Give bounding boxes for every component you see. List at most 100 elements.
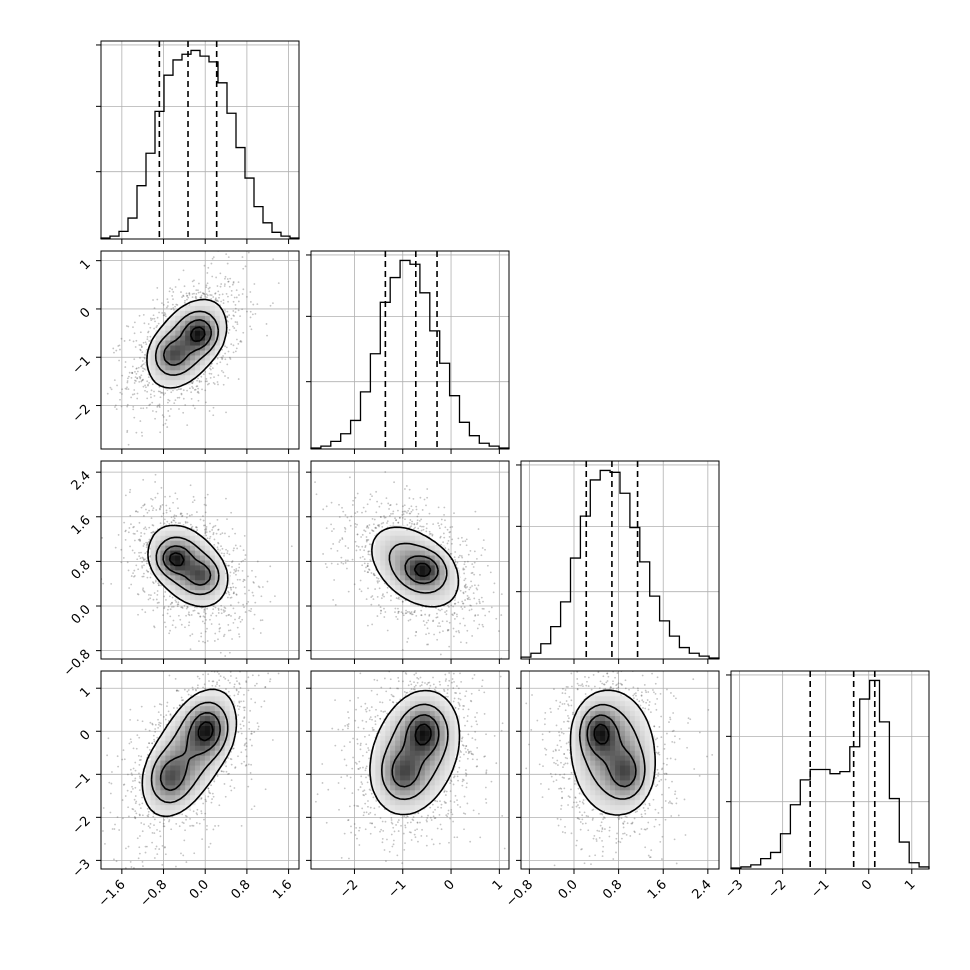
scatter-point (261, 586, 264, 588)
scatter-point (368, 569, 371, 571)
scatter-point (474, 614, 477, 617)
scatter-point (372, 572, 375, 575)
scatter-point (425, 504, 427, 507)
scatter-point (375, 576, 378, 579)
scatter-point (143, 504, 146, 506)
density-cell (414, 545, 421, 551)
scatter-point (147, 384, 149, 387)
density-cell (160, 545, 166, 551)
pair-panel-y2-x1 (306, 460, 510, 664)
contour-level-2 (388, 542, 448, 594)
scatter-point (450, 604, 453, 607)
scatter-point (235, 573, 237, 576)
scatter-point (176, 304, 179, 306)
scatter-point (195, 511, 198, 513)
scatter-point (209, 367, 211, 370)
scatter-point (367, 526, 370, 529)
density-cell (405, 574, 411, 581)
density-cell (219, 340, 226, 346)
scatter-point (171, 605, 173, 608)
scatter-point (426, 643, 428, 646)
scatter-point (240, 560, 243, 563)
scatter-point (140, 532, 143, 534)
scatter-point (206, 627, 208, 630)
scatter-point (169, 510, 172, 512)
scatter-point (133, 332, 136, 335)
scatter-point (200, 296, 203, 299)
scatter-point (344, 559, 347, 562)
scatter-point (116, 384, 118, 387)
density-cell (204, 540, 211, 546)
scatter-point (370, 596, 373, 599)
scatter-point (365, 566, 367, 569)
density-cell (390, 584, 396, 591)
scatter-point (240, 732, 243, 735)
scatter-point (131, 393, 134, 396)
scatter-point (117, 534, 120, 536)
scatter-point (448, 605, 450, 608)
scatter-point (382, 521, 385, 524)
scatter-point (341, 537, 344, 539)
scatter-point (208, 286, 211, 289)
density-cell (155, 535, 161, 541)
scatter-point (470, 608, 473, 611)
scatter-point (179, 512, 182, 515)
scatter-point (141, 560, 144, 563)
scatter-point (143, 823, 145, 826)
scatter-point (208, 290, 211, 293)
scatter-point (170, 308, 173, 310)
scatter-point (409, 612, 412, 615)
scatter-point (252, 303, 255, 306)
scatter-point (221, 357, 224, 360)
panel-content (311, 461, 509, 659)
scatter-point (158, 584, 160, 587)
scatter-point (221, 547, 224, 550)
scatter-point (140, 364, 143, 367)
scatter-point (242, 578, 245, 581)
density-cell (190, 584, 196, 591)
scatter-point (326, 566, 328, 569)
scatter-point (239, 686, 242, 689)
scatter-point (151, 841, 154, 844)
scatter-point (463, 563, 466, 566)
scatter-point (142, 572, 145, 575)
scatter-point (495, 617, 498, 620)
scatter-point (200, 635, 203, 638)
density-cell (424, 540, 431, 546)
scatter-point (162, 392, 165, 394)
scatter-point (182, 295, 185, 298)
scatter-point (147, 570, 150, 573)
scatter-point (224, 655, 227, 657)
scatter-point (154, 481, 157, 483)
scatter-point (363, 558, 366, 561)
density-cell (185, 340, 191, 346)
scatter-point (364, 546, 367, 549)
scatter-point (123, 340, 126, 342)
scatter-point (135, 510, 138, 513)
scatter-point (205, 377, 208, 380)
scatter-point (467, 553, 470, 556)
density-cell (434, 545, 441, 551)
scatter-point (465, 641, 468, 644)
density-cell (414, 555, 421, 561)
scatter-point (126, 386, 128, 389)
contour-level-3 (146, 298, 228, 389)
density-cell (405, 594, 411, 601)
density-cell (170, 320, 176, 326)
scatter-point (109, 386, 112, 389)
scatter-point (227, 280, 230, 283)
scatter-point (241, 618, 244, 621)
scatter-point (210, 372, 213, 375)
density-cell (380, 564, 386, 571)
density-cell (405, 579, 411, 586)
density-cell (155, 374, 161, 381)
scatter-point (204, 389, 207, 392)
scatter-point (446, 629, 449, 631)
scatter-point (237, 378, 240, 380)
scatter-point (231, 528, 234, 530)
scatter-point (159, 390, 162, 393)
scatter-point (216, 285, 219, 287)
scatter-point (482, 600, 484, 603)
density-cell (175, 584, 181, 591)
scatter-point (131, 372, 134, 374)
